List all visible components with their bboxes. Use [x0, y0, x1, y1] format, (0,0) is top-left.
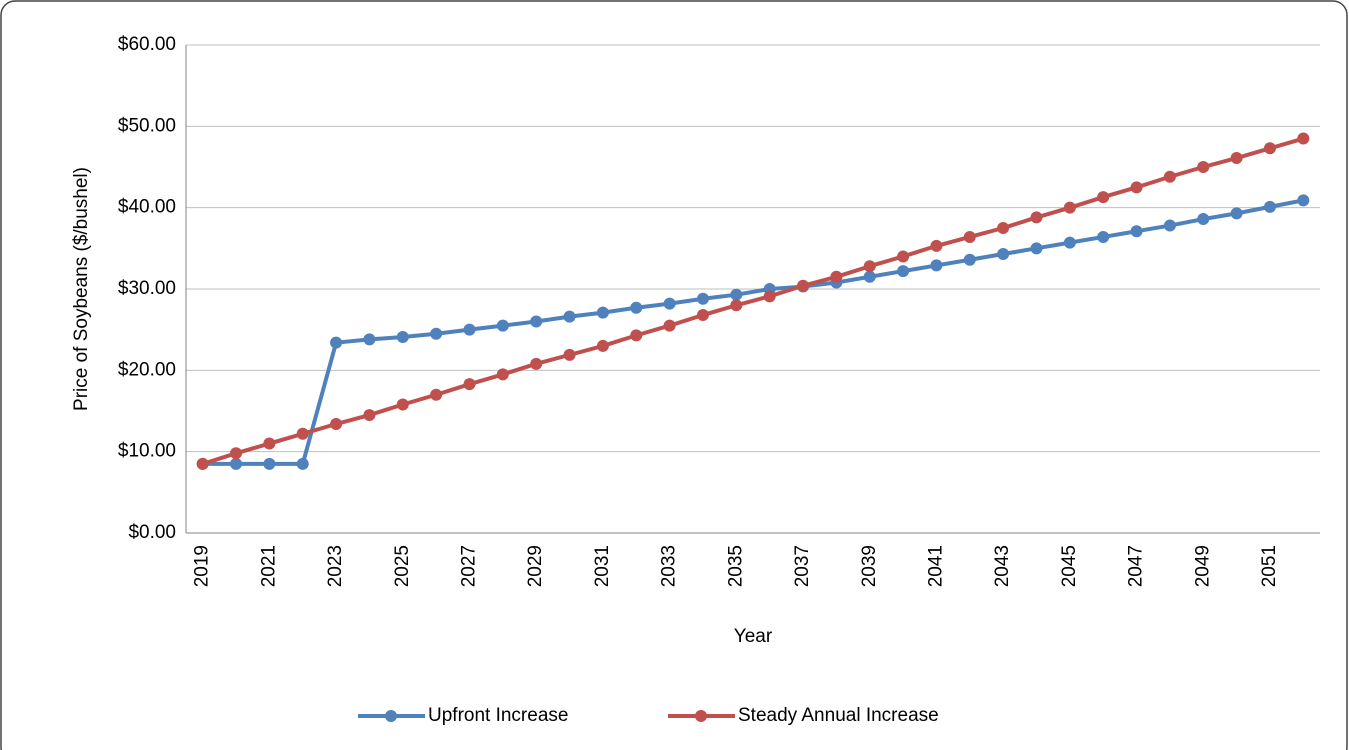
series-line	[202, 198, 1304, 466]
data-point	[963, 253, 976, 266]
legend-marker	[695, 710, 707, 722]
x-tick-label: 2049	[1192, 545, 1213, 587]
data-point	[930, 239, 943, 252]
x-tick-label: 2027	[459, 545, 480, 587]
data-point	[596, 306, 609, 319]
data-point	[1230, 152, 1243, 165]
x-tick-label: 2023	[325, 545, 346, 587]
data-point	[396, 398, 409, 411]
data-point	[296, 427, 309, 440]
data-point	[430, 327, 443, 340]
data-point	[1197, 161, 1210, 173]
data-point	[1030, 242, 1043, 255]
x-tick-label: 2035	[725, 545, 746, 587]
x-tick-label: 2025	[392, 545, 413, 587]
x-tick-label: 2021	[258, 545, 279, 587]
data-point	[563, 310, 576, 323]
data-point	[997, 222, 1010, 234]
y-tick-label: $40.00	[118, 197, 176, 218]
x-tick-label: 2051	[1259, 545, 1280, 587]
x-tick-label: 2033	[659, 545, 680, 587]
x-tick-label: 2041	[925, 545, 946, 587]
x-tick-label: 2047	[1126, 545, 1147, 587]
data-point	[530, 357, 543, 370]
y-tick-label: $60.00	[118, 34, 176, 55]
y-tick-label: $50.00	[118, 115, 176, 136]
y-tick-label: $20.00	[118, 359, 176, 380]
legend-label: Upfront Increase	[428, 705, 568, 726]
data-point	[496, 319, 509, 332]
data-point	[1030, 211, 1043, 224]
data-point	[663, 319, 676, 332]
data-point	[863, 270, 876, 283]
y-tick-label: $10.00	[118, 441, 176, 462]
data-point	[1263, 142, 1276, 155]
data-point	[930, 259, 943, 272]
data-point	[1130, 225, 1143, 238]
data-point	[696, 292, 709, 305]
data-point	[530, 315, 543, 328]
data-point	[963, 230, 976, 243]
data-point	[430, 388, 443, 401]
series-line	[202, 136, 1304, 466]
x-tick-label: 2045	[1059, 545, 1080, 587]
data-point	[696, 309, 709, 322]
x-tick-label: 2019	[192, 545, 213, 587]
data-point	[230, 447, 243, 460]
data-point	[330, 418, 343, 431]
data-point	[463, 323, 476, 336]
data-point	[997, 248, 1010, 261]
data-point	[663, 297, 676, 310]
data-point	[1130, 181, 1143, 194]
data-point	[630, 301, 643, 314]
data-point	[730, 299, 743, 312]
y-tick-label: $30.00	[118, 278, 176, 299]
data-point	[897, 250, 910, 263]
legend-label: Steady Annual Increase	[738, 705, 939, 726]
data-point	[196, 457, 209, 470]
data-point	[730, 288, 743, 301]
data-point	[1297, 194, 1310, 207]
data-point	[396, 330, 409, 343]
data-point	[763, 290, 776, 303]
data-point	[563, 348, 576, 361]
data-point	[363, 409, 376, 422]
y-tick-label: $0.00	[128, 522, 176, 543]
data-point	[496, 368, 509, 381]
data-point	[363, 333, 376, 346]
data-point	[897, 265, 910, 278]
x-tick-label: 2031	[592, 545, 613, 587]
data-point	[1097, 230, 1110, 243]
x-tick-label: 2029	[525, 545, 546, 587]
data-point	[596, 339, 609, 352]
data-point	[830, 270, 843, 283]
x-tick-label: 2037	[792, 545, 813, 587]
x-tick-label: 2039	[859, 545, 880, 587]
x-axis-label: Year	[734, 626, 773, 647]
data-point	[230, 457, 243, 470]
data-point	[1230, 207, 1243, 220]
data-point	[296, 457, 309, 470]
data-point	[1063, 236, 1076, 249]
data-point	[1263, 200, 1276, 213]
data-point	[863, 260, 876, 273]
data-point	[263, 457, 276, 470]
data-point	[1197, 213, 1210, 226]
data-point	[330, 336, 343, 349]
data-point	[1297, 132, 1310, 145]
x-tick-label: 2043	[992, 545, 1013, 587]
data-point	[797, 279, 810, 292]
data-point	[1063, 201, 1076, 214]
data-point	[1163, 219, 1176, 232]
data-point	[1163, 170, 1176, 183]
y-axis-label: Price of Soybeans ($/bushel)	[71, 167, 92, 411]
legend-marker	[385, 710, 397, 722]
data-point	[1097, 191, 1110, 204]
data-point	[263, 437, 276, 450]
data-point	[463, 378, 476, 391]
data-point	[630, 329, 643, 342]
